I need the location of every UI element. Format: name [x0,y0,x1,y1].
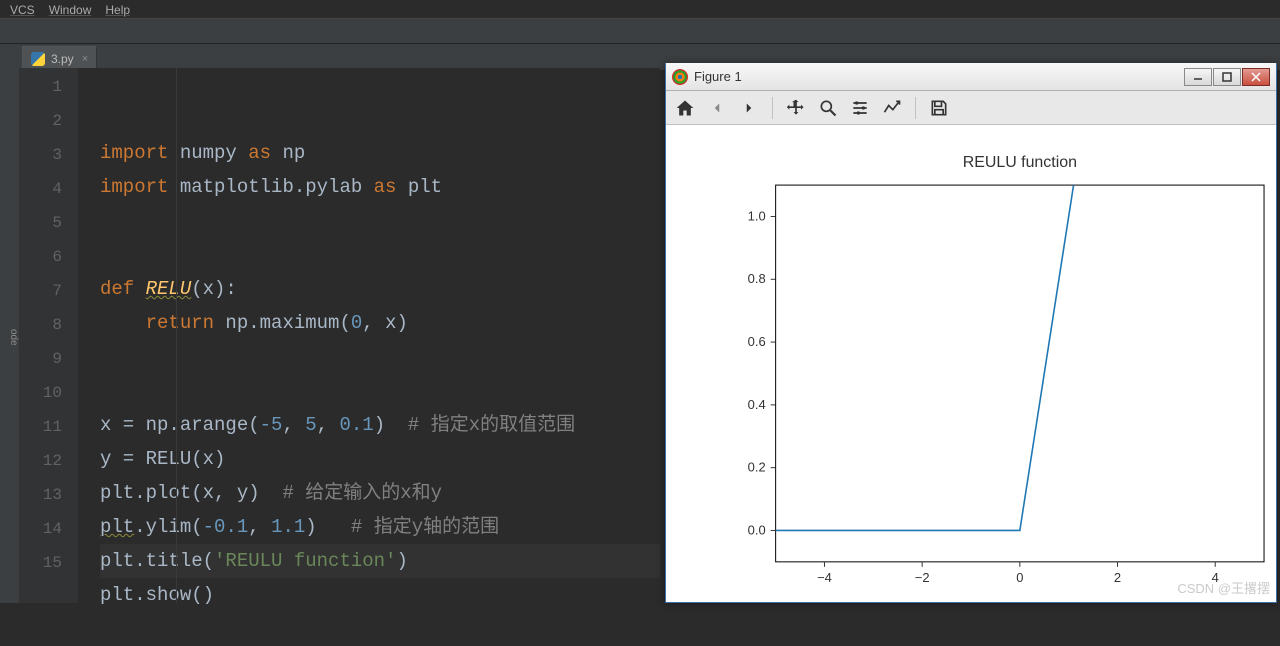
code-line[interactable] [100,238,660,272]
figure-titlebar[interactable]: Figure 1 [666,63,1276,91]
zoom-icon[interactable] [817,97,839,119]
svg-text:1.0: 1.0 [748,208,766,223]
svg-text:0: 0 [1016,570,1023,585]
save-icon[interactable] [928,97,950,119]
figure-window: Figure 1 REULU function−4−20240.00.20.40… [665,63,1277,603]
indent-guide [176,68,177,603]
code-line[interactable]: plt.show() [100,578,660,612]
svg-text:REULU function: REULU function [963,154,1077,171]
minimize-button[interactable] [1184,68,1212,86]
maximize-button[interactable] [1213,68,1241,86]
code-line[interactable]: plt.plot(x, y) # 给定输入的x和y [100,476,660,510]
code-line[interactable]: import matplotlib.pylab as plt [100,170,660,204]
menu-item-vcs[interactable]: VCS [10,3,35,15]
separator [772,97,773,119]
code-line[interactable]: y = RELU(x) [100,442,660,476]
tab-filename: 3.py [51,52,74,66]
editor: ode 123456789101112131415 import numpy a… [0,68,660,603]
left-tool-strip[interactable]: ode [0,68,20,603]
code-line[interactable]: return np.maximum(0, x) [100,306,660,340]
code-line[interactable] [100,340,660,374]
svg-text:0.8: 0.8 [748,271,766,286]
home-icon[interactable] [674,97,696,119]
matplotlib-icon [672,69,688,85]
svg-text:−4: −4 [817,570,832,585]
figure-title: Figure 1 [694,69,742,84]
configure-icon[interactable] [849,97,871,119]
back-icon[interactable] [706,97,728,119]
plot-canvas: REULU function−4−20240.00.20.40.60.81.0 [666,125,1276,602]
menu-item-window[interactable]: Window [49,3,92,15]
code-line[interactable]: def RELU(x): [100,272,660,306]
code-line[interactable] [100,204,660,238]
svg-text:0.2: 0.2 [748,460,766,475]
figure-toolbar [666,91,1276,125]
menu-item-help[interactable]: Help [105,3,130,15]
close-button[interactable] [1242,68,1270,86]
menu-bar: VCS Window Help [0,0,1280,18]
watermark: CSDN @王撂摆 [1177,578,1270,597]
close-icon[interactable]: × [82,53,88,65]
svg-text:2: 2 [1114,570,1121,585]
svg-text:0.6: 0.6 [748,334,766,349]
code-line[interactable]: import numpy as np [100,136,660,170]
tab-file[interactable]: 3.py × [22,46,97,70]
code-line[interactable]: plt.ylim(-0.1, 1.1) # 指定y轴的范围 [100,510,660,544]
toolbar-strip [0,18,1280,44]
code-line[interactable] [100,612,660,646]
line-gutter: 123456789101112131415 [20,68,78,603]
edit-icon[interactable] [881,97,903,119]
svg-text:0.0: 0.0 [748,522,766,537]
pan-icon[interactable] [785,97,807,119]
forward-icon[interactable] [738,97,760,119]
code-line[interactable] [100,374,660,408]
svg-text:−2: −2 [915,570,930,585]
code-line[interactable]: plt.title('REULU function') [100,544,660,578]
python-icon [31,52,45,66]
code-area[interactable]: import numpy as npimport matplotlib.pyla… [78,68,660,603]
separator [915,97,916,119]
window-buttons [1184,68,1270,86]
code-line[interactable]: x = np.arange(-5, 5, 0.1) # 指定x的取值范围 [100,408,660,442]
svg-text:0.4: 0.4 [748,397,766,412]
